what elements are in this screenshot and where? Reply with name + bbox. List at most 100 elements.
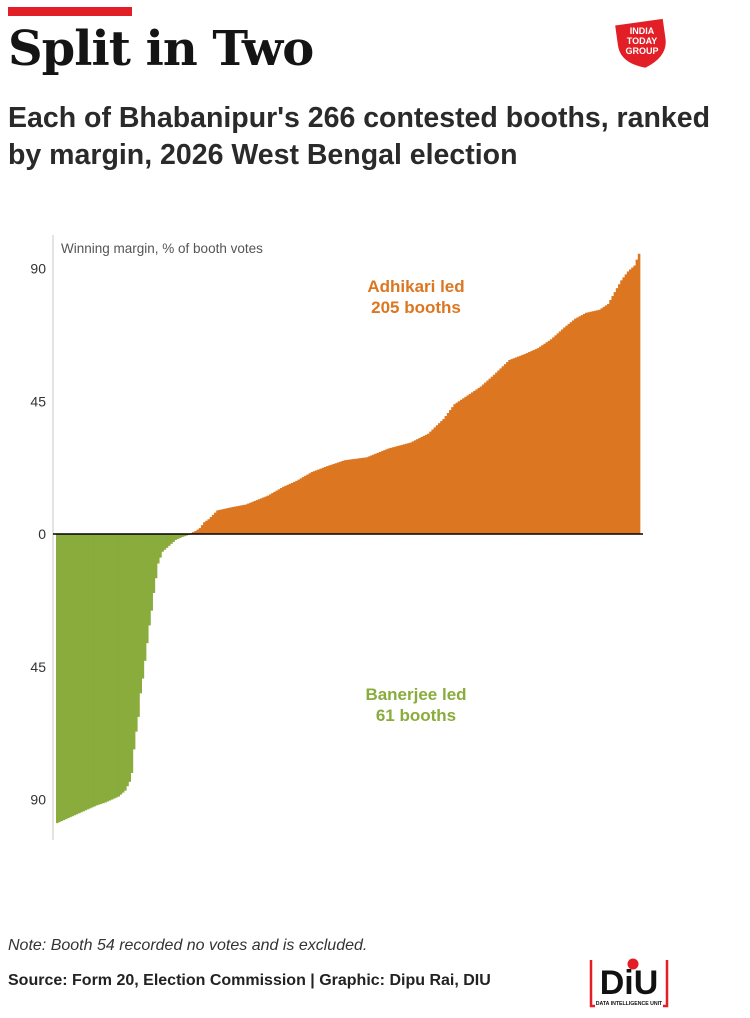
adhikari-bar xyxy=(571,320,575,534)
adhikari-bar xyxy=(288,483,292,534)
adhikari-bar xyxy=(488,378,492,534)
adhikari-bar xyxy=(593,310,597,534)
adhikari-bar xyxy=(369,455,373,534)
svg-text:GROUP: GROUP xyxy=(625,46,658,56)
adhikari-bar xyxy=(268,494,272,534)
adhikari-bar xyxy=(227,507,230,534)
adhikari-bar xyxy=(565,325,568,534)
banerjee-bar xyxy=(154,534,158,579)
adhikari-bar xyxy=(409,442,413,534)
adhikari-bar xyxy=(203,522,206,534)
adhikari-bar xyxy=(345,459,349,534)
y-tick-label: 90 xyxy=(30,792,46,808)
banerjee-bar xyxy=(135,534,138,732)
adhikari-bar xyxy=(242,504,246,534)
adhikari-bar xyxy=(547,340,551,534)
adhikari-bar xyxy=(582,313,586,534)
adhikari-bar xyxy=(637,253,641,534)
adhikari-bar xyxy=(295,480,298,534)
adhikari-bar xyxy=(312,471,316,534)
adhikari-bar xyxy=(341,460,344,534)
banerjee-bar xyxy=(152,534,156,593)
adhikari-bar xyxy=(530,351,533,534)
banerjee-bar xyxy=(137,534,140,717)
adhikari-bar xyxy=(299,478,303,534)
adhikari-bar xyxy=(343,460,347,534)
adhikari-bar xyxy=(350,459,353,534)
adhikari-bar xyxy=(466,395,470,534)
banerjee-bar xyxy=(115,534,118,798)
adhikari-bar xyxy=(367,456,371,534)
adhikari-bar xyxy=(468,393,472,535)
adhikari-bar xyxy=(365,457,369,534)
adhikari-bar xyxy=(486,380,489,534)
adhikari-bar xyxy=(479,386,483,534)
adhikari-bar xyxy=(323,466,327,534)
banerjee-bar xyxy=(159,534,162,558)
adhikari-bar xyxy=(448,410,452,534)
adhikari-bar xyxy=(506,362,509,534)
adhikari-bar xyxy=(209,517,213,534)
adhikari-bar xyxy=(596,310,599,534)
y-tick-label: 45 xyxy=(30,393,46,409)
chart-title: Split in Two xyxy=(8,21,314,77)
adhikari-bar xyxy=(473,390,476,534)
adhikari-bar xyxy=(306,474,309,534)
adhikari-bar xyxy=(251,501,254,534)
y-tick-label: 90 xyxy=(30,261,46,277)
adhikari-bar xyxy=(262,497,265,534)
banerjee-bar xyxy=(91,534,94,808)
adhikari-bar xyxy=(328,465,331,534)
banerjee-bar xyxy=(176,534,180,539)
adhikari-bar xyxy=(618,284,621,534)
adhikari-bar xyxy=(304,475,307,534)
adhikari-bar xyxy=(301,477,305,534)
adhikari-label: Adhikari led xyxy=(367,277,464,296)
banerjee-label: Banerjee led xyxy=(365,685,466,704)
adhikari-bar xyxy=(207,519,211,534)
adhikari-bar xyxy=(585,312,588,534)
banerjee-bar xyxy=(86,534,90,810)
diu-logo-mark: DiU xyxy=(600,964,659,1002)
banerjee-bar xyxy=(139,534,142,694)
adhikari-bar xyxy=(416,439,419,534)
adhikari-bar xyxy=(635,259,639,534)
adhikari-bar xyxy=(326,466,329,534)
adhikari-bar xyxy=(387,448,391,534)
banerjee-bar xyxy=(62,534,66,821)
adhikari-bar xyxy=(200,525,204,534)
adhikari-bar xyxy=(293,481,296,534)
adhikari-bar xyxy=(374,453,377,534)
adhikari-bar xyxy=(244,504,248,534)
india-today-logo-text: INDIA xyxy=(630,26,655,36)
banerjee-bar xyxy=(130,534,134,773)
banerjee-bar xyxy=(77,534,81,814)
adhikari-bar xyxy=(205,520,208,534)
banerjee-bar xyxy=(181,534,184,537)
adhikari-bar xyxy=(194,531,197,534)
banerjee-bar xyxy=(156,534,160,564)
adhikari-bar xyxy=(440,421,443,534)
banerjee-bar xyxy=(165,534,169,548)
adhikari-bar xyxy=(609,299,612,534)
adhikari-bar xyxy=(444,416,448,534)
adhikari-bar xyxy=(459,399,463,534)
adhikari-bar xyxy=(334,463,338,534)
banerjee-bar xyxy=(110,534,114,800)
adhikari-bar xyxy=(545,342,549,534)
adhikari-bar xyxy=(277,489,281,534)
adhikari-bar xyxy=(321,467,325,534)
adhikari-bar xyxy=(431,429,434,534)
adhikari-bar xyxy=(198,528,202,534)
adhikari-bar xyxy=(587,312,590,534)
adhikari-bar xyxy=(413,440,417,534)
adhikari-bar xyxy=(282,486,285,534)
adhikari-bar xyxy=(220,509,224,534)
adhikari-bar xyxy=(613,292,617,534)
banerjee-count-label: 61 booths xyxy=(376,706,456,725)
y-tick-label: 0 xyxy=(38,526,46,542)
adhikari-bar xyxy=(229,507,232,534)
adhikari-bar xyxy=(372,454,375,534)
adhikari-bar xyxy=(407,443,410,534)
adhikari-bar xyxy=(611,296,615,534)
